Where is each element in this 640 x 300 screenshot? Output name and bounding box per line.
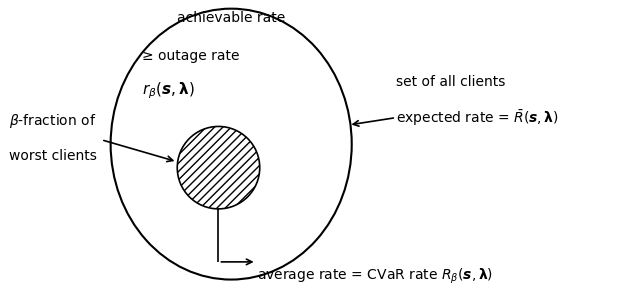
Text: average rate = CVaR rate $R_{\beta}(\boldsymbol{s}, \boldsymbol{\lambda})$: average rate = CVaR rate $R_{\beta}(\bol… [257,267,493,286]
Text: achievable rate: achievable rate [177,11,285,25]
Text: ≥ outage rate: ≥ outage rate [142,49,240,63]
Text: expected rate = $\bar{R}(\boldsymbol{s}, \boldsymbol{\lambda})$: expected rate = $\bar{R}(\boldsymbol{s},… [396,108,559,127]
Text: set of all clients: set of all clients [396,75,506,89]
Text: $\beta$-fraction of: $\beta$-fraction of [9,112,97,130]
Ellipse shape [177,126,260,209]
Text: $r_{\beta}(\boldsymbol{s}, \boldsymbol{\lambda})$: $r_{\beta}(\boldsymbol{s}, \boldsymbol{\… [142,81,195,101]
Text: worst clients: worst clients [9,149,97,163]
